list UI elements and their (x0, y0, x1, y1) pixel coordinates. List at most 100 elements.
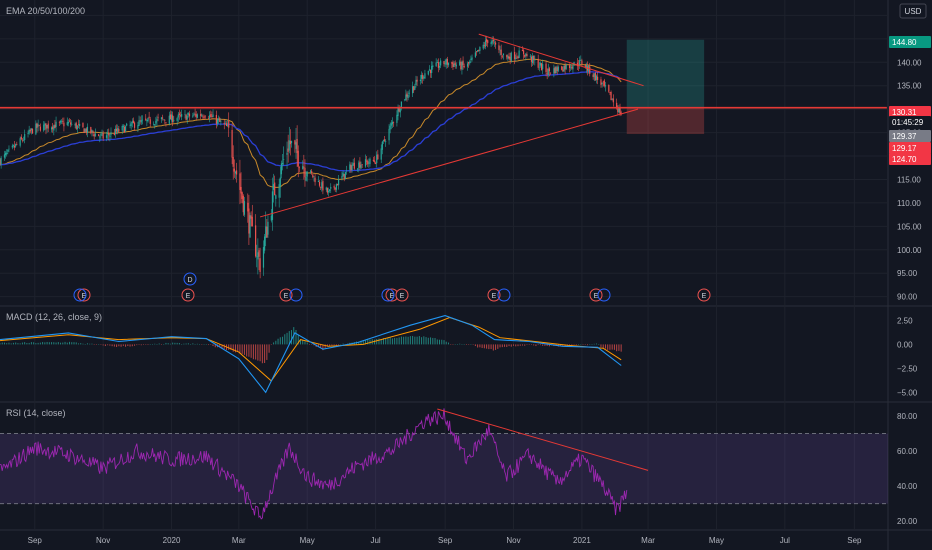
candle[interactable] (509, 52, 511, 65)
candle[interactable] (90, 126, 92, 135)
candle[interactable] (382, 139, 385, 144)
candle[interactable] (388, 124, 390, 145)
candle[interactable] (508, 52, 510, 60)
earnings-event-marker[interactable]: E (697, 288, 711, 302)
candle[interactable] (155, 117, 157, 127)
candle[interactable] (216, 118, 219, 127)
candle[interactable] (367, 159, 369, 167)
candle[interactable] (123, 124, 126, 133)
candle[interactable] (272, 173, 275, 203)
candle[interactable] (313, 176, 315, 182)
candle[interactable] (21, 138, 24, 143)
candle[interactable] (515, 54, 517, 62)
candle[interactable] (523, 47, 525, 59)
candle[interactable] (469, 59, 471, 66)
candle[interactable] (581, 58, 583, 67)
candle[interactable] (540, 62, 543, 71)
candle[interactable] (491, 36, 493, 46)
candle[interactable] (275, 194, 277, 207)
candle[interactable] (184, 109, 186, 119)
candle[interactable] (46, 124, 48, 133)
candle[interactable] (501, 55, 503, 59)
dividend-ring-marker[interactable] (289, 288, 303, 302)
candle[interactable] (55, 116, 57, 132)
candle[interactable] (85, 127, 87, 136)
candle[interactable] (389, 122, 391, 134)
candle[interactable] (113, 128, 115, 136)
candle[interactable] (210, 110, 212, 118)
candle[interactable] (445, 58, 447, 69)
candle[interactable] (542, 59, 544, 75)
candle[interactable] (440, 58, 442, 69)
candle[interactable] (404, 98, 406, 102)
candle[interactable] (218, 115, 220, 124)
candle[interactable] (603, 78, 605, 88)
price-label-stop[interactable]: 124.70 (889, 153, 931, 165)
candle[interactable] (259, 247, 261, 279)
candle[interactable] (288, 126, 290, 154)
candle[interactable] (240, 172, 242, 204)
candle[interactable] (163, 119, 165, 121)
candle[interactable] (601, 82, 603, 88)
candle[interactable] (595, 74, 598, 84)
earnings-event-marker[interactable]: E (77, 288, 91, 302)
rising-support-line[interactable] (259, 108, 639, 218)
candle[interactable] (326, 187, 328, 195)
candle[interactable] (161, 114, 164, 121)
candle[interactable] (156, 115, 158, 127)
candle[interactable] (201, 113, 203, 118)
candle[interactable] (20, 134, 22, 141)
candle[interactable] (392, 121, 395, 127)
candle[interactable] (620, 110, 622, 116)
candle[interactable] (350, 162, 352, 173)
candle[interactable] (160, 117, 163, 123)
candle[interactable] (262, 240, 265, 276)
price-label-countdown[interactable]: 01:45:29 (889, 116, 931, 128)
candle[interactable] (391, 117, 394, 129)
candle[interactable] (549, 72, 552, 76)
candle[interactable] (539, 61, 542, 68)
candle[interactable] (24, 129, 26, 144)
candle[interactable] (239, 159, 241, 205)
candle[interactable] (463, 63, 465, 69)
candle[interactable] (514, 46, 516, 65)
candle[interactable] (444, 59, 446, 68)
candle[interactable] (470, 55, 472, 63)
candle[interactable] (38, 124, 40, 127)
candle[interactable] (576, 58, 579, 70)
candle[interactable] (147, 117, 149, 123)
candle[interactable] (317, 176, 320, 183)
candle[interactable] (294, 139, 296, 153)
candle[interactable] (466, 61, 469, 71)
candle[interactable] (75, 121, 77, 131)
candle[interactable] (203, 114, 205, 120)
currency-button[interactable] (899, 3, 927, 19)
candle[interactable] (562, 66, 564, 73)
candle[interactable] (298, 166, 300, 173)
candle[interactable] (419, 74, 422, 85)
candle[interactable] (296, 125, 298, 167)
candle[interactable] (361, 163, 363, 168)
candle[interactable] (37, 119, 39, 132)
candle[interactable] (5, 150, 7, 159)
candle[interactable] (398, 105, 400, 113)
candle[interactable] (45, 123, 47, 135)
price-label-bid[interactable]: 129.17 (889, 142, 931, 154)
earnings-event-marker[interactable]: E (395, 288, 409, 302)
candle[interactable] (380, 144, 382, 164)
candle[interactable] (446, 56, 448, 69)
candle[interactable] (329, 189, 331, 193)
candle[interactable] (357, 168, 359, 172)
candle[interactable] (342, 170, 344, 177)
candle[interactable] (194, 108, 196, 118)
candle[interactable] (6, 149, 8, 157)
candle[interactable] (15, 143, 17, 148)
candle[interactable] (593, 73, 595, 82)
candle[interactable] (420, 71, 423, 84)
candle[interactable] (592, 72, 594, 80)
candle[interactable] (454, 60, 456, 69)
candle[interactable] (478, 49, 480, 52)
candle[interactable] (358, 160, 360, 173)
candle[interactable] (385, 139, 387, 147)
candle[interactable] (77, 119, 80, 129)
